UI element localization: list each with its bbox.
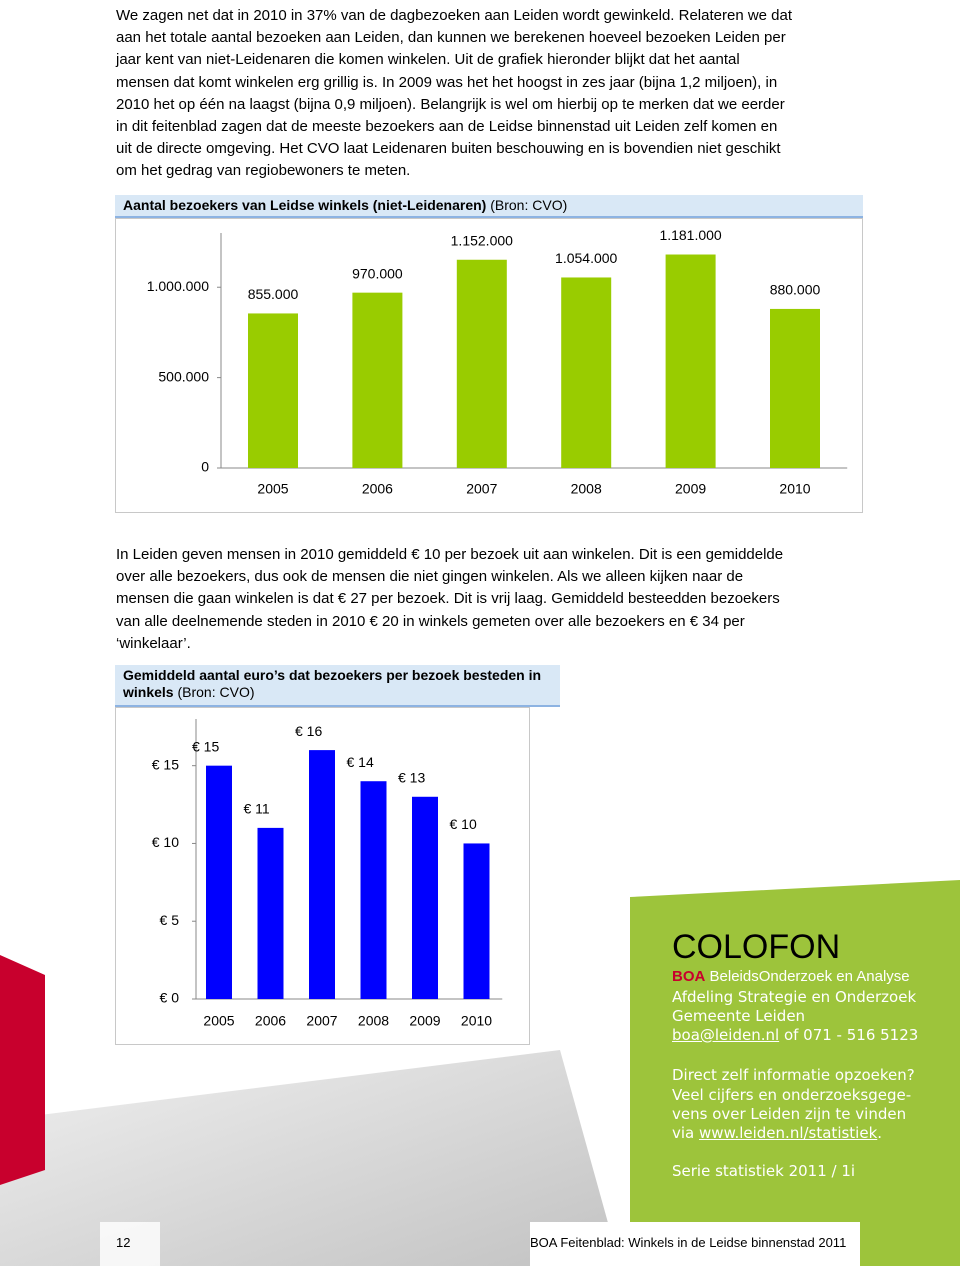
chart-title: Aantal bezoekers van Leidse winkels (nie…: [123, 197, 487, 213]
bar: [561, 277, 612, 468]
x-tick-label: 2010: [461, 1013, 492, 1029]
bar: [206, 765, 232, 999]
y-tick-label: 500.000: [158, 368, 209, 384]
value-label: € 10: [450, 816, 477, 832]
bar: [456, 259, 507, 468]
x-tick-label: 2006: [362, 481, 393, 497]
phone: of 071 - 516 5123: [783, 1026, 919, 1044]
x-tick-label: 2007: [306, 1013, 337, 1029]
colofon-heading: COLOFON: [672, 928, 841, 966]
text-line: in dit feitenblad zagen dat de meeste be…: [116, 118, 778, 135]
x-tick-label: 2007: [466, 481, 497, 497]
value-label: 855.000: [248, 286, 299, 302]
website-link[interactable]: www.leiden.nl/statistiek: [699, 1124, 878, 1142]
red-shape: [0, 955, 45, 1185]
chart: € 0 € 5 € 10 € 15 2005 € 15 2006 € 11 2007 € 16 20…: [152, 719, 503, 1029]
y-tick-label: € 15: [152, 756, 179, 772]
background-image: [0, 1050, 620, 1266]
org-name: BeleidsOnderzoek en Analyse: [709, 968, 910, 985]
text-line: ‘winkelaar’.: [116, 634, 191, 652]
bar: [770, 308, 820, 468]
text-line: aan het totale aantal bezoeken aan Leide…: [116, 29, 786, 47]
chart-title: Gemiddeld aantal euro’s dat bezoekers pe…: [123, 667, 542, 700]
x-tick-label: 2009: [409, 1013, 440, 1029]
chart-box: € 0 € 5 € 10 € 15 2005 € 15 2006 € 11 2007 € 16 20…: [115, 707, 530, 1045]
y-tick-label: € 10: [152, 834, 179, 850]
text-line: uit de directe omgeving. Het CVO laat Le…: [116, 140, 781, 158]
value-label: 1.181.000: [659, 227, 721, 243]
via: via: [672, 1124, 695, 1142]
value-label: € 16: [295, 723, 322, 739]
org-abbr: BOA: [672, 968, 706, 985]
x-tick-label: 2005: [203, 1013, 234, 1029]
bar: [309, 750, 335, 999]
bar: [412, 796, 438, 999]
text-line: mensen die gaan winkelen is dat € 27 per…: [116, 590, 780, 608]
text-line: van alle deelnemende steden in 2010 € 20…: [116, 612, 745, 630]
footer-bg: [100, 1222, 160, 1266]
email-link[interactable]: boa@leiden.nl: [672, 1026, 780, 1044]
bar: [248, 313, 298, 468]
value-label: 1.054.000: [555, 250, 617, 266]
value-label: € 13: [398, 769, 425, 785]
value-label: 970.000: [352, 265, 403, 281]
colofon-org: BOA BeleidsOnderzoek en Analyse: [672, 968, 910, 985]
text-line: mensen dat komt winkelen erg grillig is.…: [116, 73, 778, 91]
chart-box: 0 500.000 1.000.000 2005 855.000 2006 970.000 2…: [115, 218, 863, 513]
text-line: In Leiden geven mensen in 2010 gemiddeld…: [116, 546, 784, 563]
colofon-text: Direct zelf informatie opzoeken?: [672, 1066, 915, 1084]
colofon-contact: boa@leiden.nl of 071 - 516 5123: [672, 1026, 918, 1044]
y-tick-label: € 0: [160, 990, 180, 1006]
colofon-text: Afdeling Strategie en Onderzoek: [672, 988, 917, 1006]
chart-source: (Bron: CVO): [490, 197, 568, 213]
y-tick-label: 1.000.000: [147, 278, 209, 294]
value-label: € 15: [192, 738, 219, 754]
x-tick-label: 2010: [779, 481, 810, 497]
value-label: 880.000: [770, 282, 821, 298]
chart: 0 500.000 1.000.000 2005 855.000 2006 970.000 2…: [147, 227, 848, 497]
x-tick-label: 2008: [571, 481, 602, 497]
page-number: 12: [116, 1235, 131, 1250]
text-line: om het gedrag van regiobewoners te meten…: [116, 162, 411, 180]
value-label: € 11: [244, 801, 270, 817]
text-line: We zagen net dat in 2010 in 37% van de d…: [116, 7, 793, 24]
bar: [352, 292, 403, 468]
colofon-text: Gemeente Leiden: [672, 1007, 806, 1025]
text-line: 2010 het op één na laagst (bijna 0,9 mil…: [116, 95, 785, 113]
x-tick-label: 2006: [255, 1013, 286, 1029]
value-label: 1.152.000: [451, 232, 513, 248]
bar: [257, 827, 284, 999]
x-tick-label: 2005: [257, 481, 288, 497]
footer-bg: [530, 1222, 860, 1266]
bar: [665, 254, 716, 468]
y-tick-label: 0: [201, 459, 209, 475]
bar: [360, 781, 387, 999]
text-line: over alle bezoekers, dus ook de mensen d…: [116, 568, 744, 586]
colofon-series: Serie statistiek 2011 / 1i: [672, 1162, 856, 1180]
value-label: € 14: [347, 754, 374, 770]
chart-title-bar: Aantal bezoekers van Leidse winkels (nie…: [115, 195, 863, 218]
colofon-text: vens over Leiden zijn te vinden: [672, 1105, 907, 1123]
chart-source: (Bron: CVO): [177, 684, 255, 700]
y-tick-label: € 5: [160, 912, 180, 928]
footer-text: BOA Feitenblad: Winkels in de Leidse bin…: [530, 1235, 847, 1250]
x-tick-label: 2008: [358, 1013, 389, 1029]
colofon-text: Veel cijfers en onderzoeksgege-: [672, 1085, 912, 1104]
bar: [463, 843, 490, 999]
text-line: jaar kent van niet-Leidenaren die komen …: [116, 51, 740, 69]
colofon-panel: [630, 880, 960, 1266]
x-tick-label: 2009: [675, 481, 706, 497]
colofon-via: via www.leiden.nl/statistiek.: [672, 1124, 883, 1142]
chart-title-bar: Gemiddeld aantal euro’s dat bezoekers pe…: [115, 665, 560, 707]
